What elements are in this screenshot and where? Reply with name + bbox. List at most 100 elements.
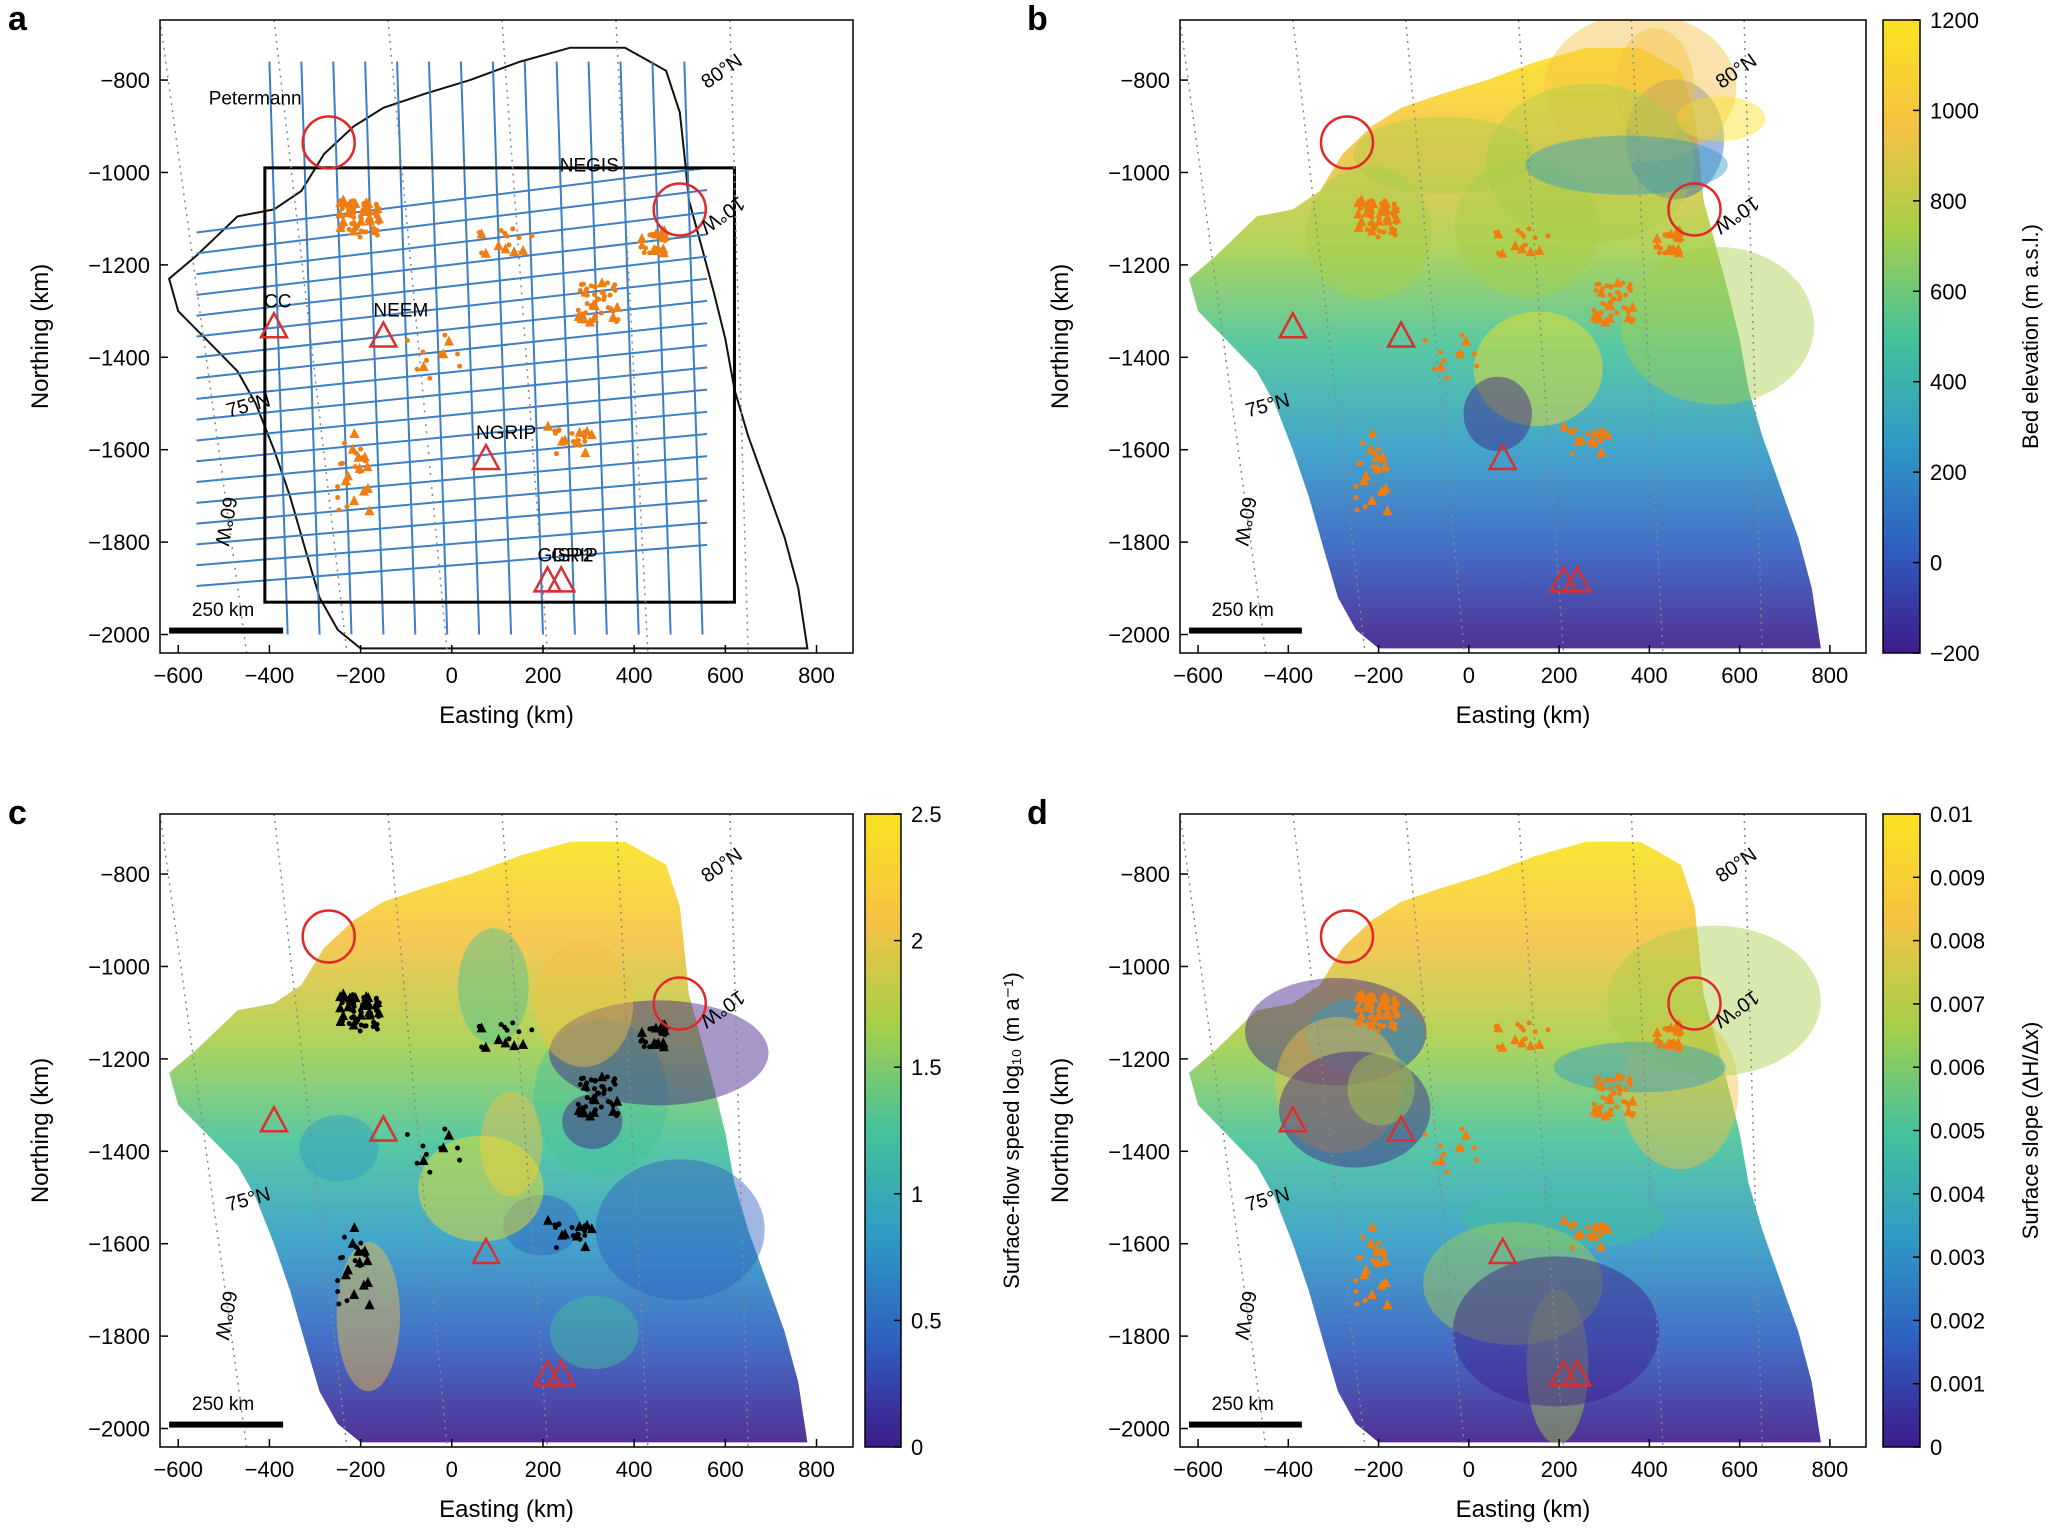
detection-point [1600,1095,1606,1101]
meridian-line [387,814,448,1447]
detection-triangle [1435,360,1446,371]
y-tick-label: −1800 [1108,1324,1170,1349]
detection-point [351,1004,357,1010]
colorbar-label: Surface slope (ΔH/Δx) [2018,1022,2043,1240]
panel-a-flight-lines-map: CC NEEMNGRIPGISP2GRIPPetermannNEGIS80°N75… [27,19,854,729]
y-axis-label: Northing (km) [1047,264,1074,409]
y-tick-label: −1000 [88,954,150,979]
detection-triangle [493,1034,504,1045]
detection-point [1599,286,1605,292]
detection-point [1369,210,1375,216]
detection-point [1431,366,1437,372]
raster-patch [1676,96,1766,141]
detection-point [352,1258,358,1264]
detection-point [1664,231,1670,237]
detection-point [1459,1126,1465,1132]
detection-triangle [1594,313,1605,324]
detection-point [357,1263,363,1269]
flight-line [523,61,544,635]
raster-patch [533,941,634,1067]
detection-point [510,226,516,232]
ice-core-site-marker [258,1104,290,1133]
detection-point [1585,430,1591,436]
colorbar-tick-label: 0.007 [1930,992,1985,1017]
detection-point [1375,234,1381,240]
detection-point [1515,227,1521,233]
detection-point [600,1084,606,1090]
raster-patch [336,1241,400,1392]
detection-triangle [1575,434,1586,445]
detection-triangle [1594,1107,1605,1118]
detection-point [1364,226,1370,232]
colorbar-tick-label: 0.008 [1930,929,1985,954]
detection-point [1585,1224,1591,1230]
scale-bar [1189,1421,1302,1428]
graticule [1180,20,1763,653]
detection-point [1472,1145,1478,1151]
detection-triangle [500,1037,511,1048]
detection-triangle [1365,443,1376,454]
x-tick-label: −200 [336,663,386,688]
colorbar-tick-label: 0 [1930,1435,1942,1460]
x-tick-label: −400 [1264,1457,1314,1482]
detection-triangle [649,244,660,255]
raster-patch [1625,79,1725,200]
longitude-label-60W: 60°W [210,495,240,547]
x-tick-label: 600 [707,1457,744,1482]
y-tick-label: −1200 [88,1047,150,1072]
detection-triangle [1368,198,1379,209]
y-tick-label: −1000 [88,160,150,185]
ice-core-site-marker [1386,1113,1417,1142]
meridian-line [1404,814,1466,1447]
plot-area [160,814,808,1447]
ice-core-site-marker [368,319,399,348]
longitude-label-60W: 60°W [210,1289,240,1341]
detection-point [577,287,583,293]
detection-triangle [579,313,590,324]
detection-point [1586,1233,1592,1239]
detection-point [339,1000,345,1006]
detection-triangle [339,197,350,208]
detection-triangle [364,215,375,226]
detection-point [1394,206,1400,212]
colorbar-tick-label: 0.005 [1930,1119,1985,1144]
detection-point [350,198,356,204]
detection-point [1656,250,1662,256]
graticule [159,19,749,654]
detection-point [457,1157,463,1163]
detection-point [335,484,341,490]
detection-triangle [1371,451,1382,462]
y-axis-label: Northing (km) [27,1058,54,1203]
detection-point [1532,1029,1538,1035]
meridian-line [501,19,549,654]
detection-point [510,1020,516,1026]
ice-core-site-marker [1277,310,1308,339]
detection-point [1591,1101,1597,1107]
colorbar-tick-label: 0.009 [1930,865,1985,890]
x-tick-label: 0 [446,1457,458,1482]
detection-point [363,202,369,208]
flight-line [196,543,708,588]
detection-point [374,1021,380,1027]
detection-point [1608,283,1614,289]
y-axis-label: Northing (km) [1047,1058,1074,1203]
flight-line [332,61,353,635]
detection-point [610,1078,616,1084]
ice-core-site-marker [1277,1104,1308,1133]
detection-triangle [349,427,360,438]
detection-point [1375,1008,1381,1014]
detection-point [1568,1222,1574,1228]
detection-point [577,1081,583,1087]
detection-triangle [1382,215,1393,226]
colorbar-tick-label: 0.006 [1930,1055,1985,1080]
detection-point [592,1086,598,1092]
y-tick-label: −1200 [88,253,150,278]
detection-triangle [1597,425,1608,436]
detection-triangle [1380,461,1391,472]
detection-point [1593,442,1599,448]
detection-point [427,375,433,381]
detection-point [1441,1151,1447,1157]
detection-point [357,234,363,240]
y-tick-label: −1800 [88,530,150,555]
x-tick-label: −200 [1354,663,1404,688]
